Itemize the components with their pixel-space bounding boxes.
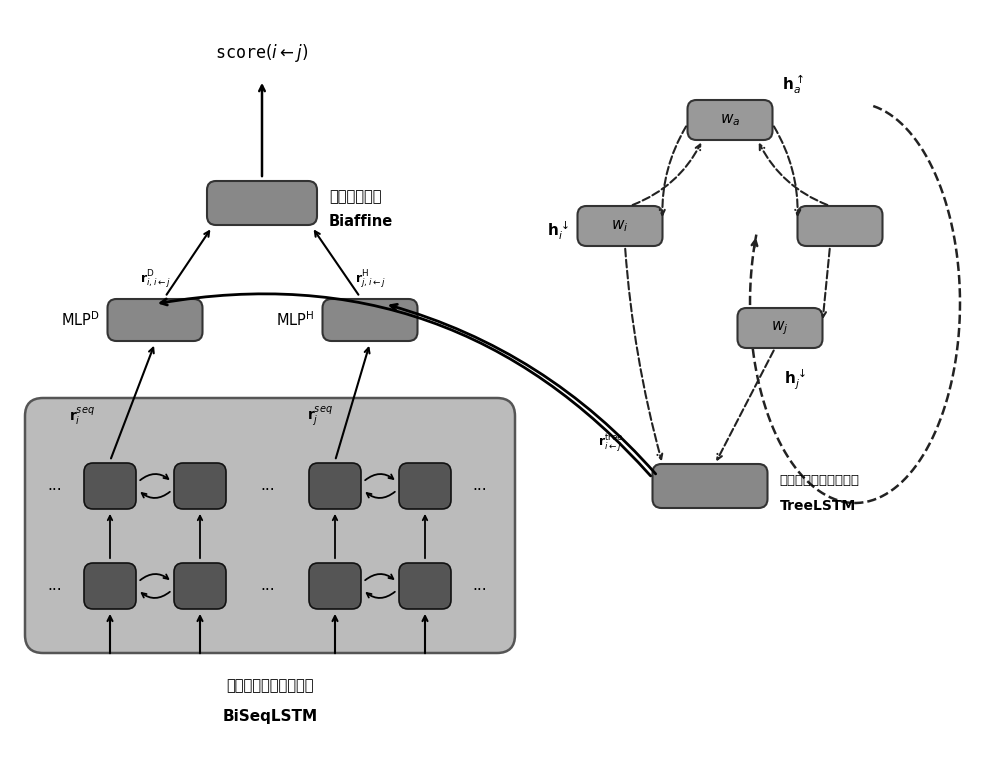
Text: 双仿射计算层: 双仿射计算层 xyxy=(329,190,382,205)
Text: ...: ... xyxy=(261,578,275,594)
Text: ...: ... xyxy=(473,478,487,493)
Text: MLP$^{\mathrm{H}}$: MLP$^{\mathrm{H}}$ xyxy=(276,311,314,329)
FancyBboxPatch shape xyxy=(84,563,136,609)
Text: BiSeqLSTM: BiSeqLSTM xyxy=(222,709,318,723)
FancyBboxPatch shape xyxy=(738,308,822,348)
Text: 双向树形循环神经网络: 双向树形循环神经网络 xyxy=(780,474,860,487)
Text: MLP$^{\mathrm{D}}$: MLP$^{\mathrm{D}}$ xyxy=(61,311,100,329)
FancyBboxPatch shape xyxy=(322,299,418,341)
FancyBboxPatch shape xyxy=(25,398,515,653)
Text: TreeLSTM: TreeLSTM xyxy=(780,499,856,513)
Text: $\mathbf{r}_{j}^{seq}$: $\mathbf{r}_{j}^{seq}$ xyxy=(307,404,333,428)
FancyBboxPatch shape xyxy=(309,463,361,509)
FancyBboxPatch shape xyxy=(174,463,226,509)
Text: $\mathbf{r}_{j,i\leftarrow j}^{\mathrm{H}}$: $\mathbf{r}_{j,i\leftarrow j}^{\mathrm{H… xyxy=(355,269,385,291)
Text: $\mathbf{h}_{a}^{\uparrow}$: $\mathbf{h}_{a}^{\uparrow}$ xyxy=(782,74,803,96)
Text: $w_j$: $w_j$ xyxy=(771,319,789,337)
Text: ...: ... xyxy=(48,578,62,594)
Text: ...: ... xyxy=(261,478,275,493)
Text: $\mathtt{score}(i \leftarrow j)$: $\mathtt{score}(i \leftarrow j)$ xyxy=(215,42,309,64)
FancyBboxPatch shape xyxy=(84,463,136,509)
FancyBboxPatch shape xyxy=(399,563,451,609)
Text: 双向线性循环神经网络: 双向线性循环神经网络 xyxy=(226,678,314,694)
Text: $\mathbf{r}_{i,i\leftarrow j}^{\mathrm{D}}$: $\mathbf{r}_{i,i\leftarrow j}^{\mathrm{D… xyxy=(140,269,170,291)
FancyBboxPatch shape xyxy=(108,299,203,341)
FancyBboxPatch shape xyxy=(309,563,361,609)
FancyBboxPatch shape xyxy=(652,464,767,508)
Text: $\mathbf{r}_{i\leftarrow j}^{\mathrm{tree}}$: $\mathbf{r}_{i\leftarrow j}^{\mathrm{tre… xyxy=(598,433,623,454)
Text: ...: ... xyxy=(473,578,487,594)
Text: $w_a$: $w_a$ xyxy=(720,112,740,128)
FancyBboxPatch shape xyxy=(174,563,226,609)
FancyBboxPatch shape xyxy=(798,206,883,246)
Text: ...: ... xyxy=(48,478,62,493)
FancyBboxPatch shape xyxy=(578,206,662,246)
Text: $\mathbf{h}_{j}^{\downarrow}$: $\mathbf{h}_{j}^{\downarrow}$ xyxy=(784,368,806,393)
FancyBboxPatch shape xyxy=(688,100,772,140)
FancyBboxPatch shape xyxy=(399,463,451,509)
Text: Biaffine: Biaffine xyxy=(329,214,393,228)
Text: $\mathbf{r}_{i}^{seq}$: $\mathbf{r}_{i}^{seq}$ xyxy=(69,405,95,427)
Text: $w_i$: $w_i$ xyxy=(611,218,629,234)
FancyBboxPatch shape xyxy=(207,181,317,225)
Text: $\mathbf{h}_{i}^{\downarrow}$: $\mathbf{h}_{i}^{\downarrow}$ xyxy=(547,219,568,243)
